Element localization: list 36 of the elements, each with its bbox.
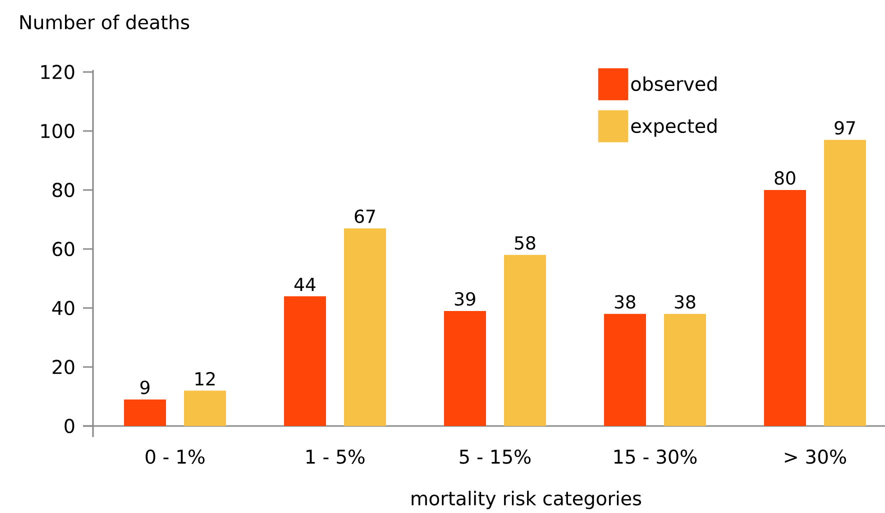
bar: [184, 390, 226, 426]
data-label: 12: [196, 372, 215, 386]
bar: [124, 399, 166, 426]
bar: [824, 140, 866, 426]
data-label: 80: [774, 171, 796, 185]
y-tick-label: 40: [52, 300, 74, 316]
data-label: 38: [614, 295, 636, 309]
bar: [284, 296, 326, 426]
y-tick-label: 60: [52, 242, 74, 256]
y-tick-label: 80: [52, 182, 74, 198]
x-tick-label: 5 - 15%: [460, 450, 531, 464]
bar: [444, 310, 486, 426]
bar: [604, 314, 646, 426]
data-label: 39: [454, 292, 476, 306]
data-label: 97: [834, 121, 855, 135]
x-tick-label: 0 - 1%: [146, 450, 205, 464]
x-axis-title: mortality risk categories: [412, 490, 642, 510]
bar: [504, 254, 546, 426]
data-label: 58: [514, 236, 536, 250]
bar: [664, 314, 706, 426]
legend-label: observed: [631, 76, 717, 92]
x-tick-label: 1 - 5%: [306, 450, 365, 464]
y-tick-label: 120: [41, 64, 74, 80]
bar: [344, 228, 386, 426]
data-label: 44: [294, 278, 316, 291]
y-tick-label: 20: [52, 360, 74, 374]
x-tick-label: > 30%: [784, 450, 846, 464]
y-tick-label: 100: [41, 124, 74, 138]
x-tick-label: 15 - 30%: [614, 450, 697, 464]
data-label: 38: [674, 295, 696, 309]
data-label: 9: [140, 380, 150, 394]
y-tick-label: 0: [64, 418, 74, 434]
legend-label: expected: [631, 118, 716, 137]
y-axis-title: Number of deaths: [20, 14, 190, 30]
data-label: 67: [354, 210, 375, 224]
bar: [764, 190, 806, 426]
